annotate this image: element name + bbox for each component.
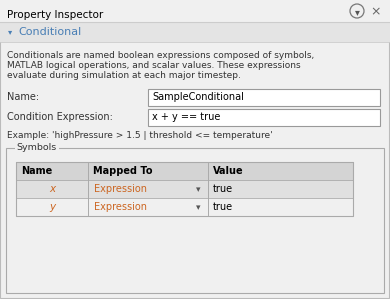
Bar: [16, 180, 353, 198]
Bar: [148, 89, 380, 106]
Text: Mapped To: Mapped To: [93, 166, 152, 176]
Text: true: true: [213, 202, 233, 212]
Text: Property Inspector: Property Inspector: [7, 10, 103, 20]
Bar: [148, 109, 380, 126]
Text: x: x: [49, 184, 55, 194]
Text: ▾: ▾: [196, 204, 200, 213]
Text: ▾: ▾: [355, 7, 360, 17]
Text: Symbols: Symbols: [16, 144, 56, 152]
Text: SampleConditional: SampleConditional: [152, 92, 244, 102]
Text: MATLAB logical operations, and scalar values. These expressions: MATLAB logical operations, and scalar va…: [7, 60, 301, 69]
Text: ×: ×: [371, 5, 381, 19]
Text: Conditional: Conditional: [18, 27, 81, 37]
Text: ▾: ▾: [196, 185, 200, 195]
Bar: [0, 0, 390, 22]
Text: Condition Expression:: Condition Expression:: [7, 112, 113, 122]
Text: Expression: Expression: [94, 202, 147, 212]
Text: true: true: [213, 184, 233, 194]
Text: ▾: ▾: [8, 28, 12, 36]
Text: Name:: Name:: [7, 92, 39, 102]
Text: Expression: Expression: [94, 184, 147, 194]
Bar: [16, 198, 353, 216]
Text: evaluate during simulation at each major timestep.: evaluate during simulation at each major…: [7, 71, 241, 80]
Text: y: y: [49, 202, 55, 212]
Text: Example: 'highPressure > 1.5 | threshold <= temperature': Example: 'highPressure > 1.5 | threshold…: [7, 132, 273, 141]
Bar: [6, 148, 384, 293]
Bar: [16, 162, 353, 216]
Bar: [0, 22, 390, 42]
Text: Conditionals are named boolean expressions composed of symbols,: Conditionals are named boolean expressio…: [7, 51, 314, 60]
Bar: [16, 162, 353, 180]
Bar: [15, 144, 59, 152]
Text: Value: Value: [213, 166, 244, 176]
Text: x + y == true: x + y == true: [152, 112, 220, 122]
Text: Name: Name: [21, 166, 52, 176]
